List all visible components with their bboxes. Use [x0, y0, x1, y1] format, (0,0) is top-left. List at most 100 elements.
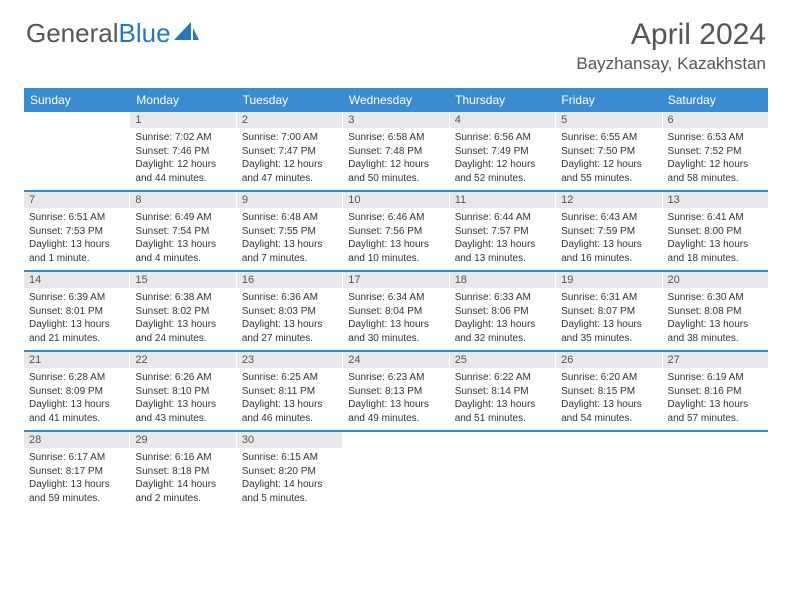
- sail-icon: [174, 18, 200, 49]
- cell-body: Sunrise: 7:02 AMSunset: 7:46 PMDaylight:…: [130, 128, 235, 190]
- brand-part2: Blue: [119, 18, 171, 49]
- daylight-text: Daylight: 13 hours and 41 minutes.: [29, 398, 124, 425]
- cell-body: Sunrise: 6:15 AMSunset: 8:20 PMDaylight:…: [237, 448, 342, 510]
- sunrise-text: Sunrise: 6:19 AM: [668, 371, 763, 385]
- daylight-text: Daylight: 13 hours and 1 minute.: [29, 238, 124, 265]
- calendar-cell: 27Sunrise: 6:19 AMSunset: 8:16 PMDayligh…: [662, 352, 768, 430]
- sunrise-text: Sunrise: 6:28 AM: [29, 371, 124, 385]
- day-number: 26: [556, 352, 661, 368]
- daylight-text: Daylight: 13 hours and 27 minutes.: [242, 318, 337, 345]
- page-header: GeneralBlue April 2024 Bayzhansay, Kazak…: [0, 0, 792, 82]
- daylight-text: Daylight: 13 hours and 32 minutes.: [455, 318, 550, 345]
- day-number: 19: [556, 272, 661, 288]
- calendar-cell: 1Sunrise: 7:02 AMSunset: 7:46 PMDaylight…: [129, 112, 235, 190]
- cell-body: Sunrise: 6:41 AMSunset: 8:00 PMDaylight:…: [663, 208, 768, 270]
- daylight-text: Daylight: 12 hours and 55 minutes.: [561, 158, 656, 185]
- day-number: 10: [343, 192, 448, 208]
- sunrise-text: Sunrise: 6:46 AM: [348, 211, 443, 225]
- sunset-text: Sunset: 8:00 PM: [668, 225, 763, 239]
- sunset-text: Sunset: 8:07 PM: [561, 305, 656, 319]
- daylight-text: Daylight: 12 hours and 52 minutes.: [455, 158, 550, 185]
- sunrise-text: Sunrise: 6:48 AM: [242, 211, 337, 225]
- sunrise-text: Sunrise: 6:53 AM: [668, 131, 763, 145]
- sunset-text: Sunset: 7:57 PM: [455, 225, 550, 239]
- day-number: 13: [663, 192, 768, 208]
- daylight-text: Daylight: 13 hours and 51 minutes.: [455, 398, 550, 425]
- day-header: Sunday: [24, 88, 130, 112]
- sunset-text: Sunset: 8:01 PM: [29, 305, 124, 319]
- cell-body: Sunrise: 6:44 AMSunset: 7:57 PMDaylight:…: [450, 208, 555, 270]
- calendar-cell: 19Sunrise: 6:31 AMSunset: 8:07 PMDayligh…: [555, 272, 661, 350]
- day-number: 22: [130, 352, 235, 368]
- week-row: 7Sunrise: 6:51 AMSunset: 7:53 PMDaylight…: [24, 192, 768, 272]
- cell-body: Sunrise: 6:16 AMSunset: 8:18 PMDaylight:…: [130, 448, 235, 510]
- calendar-cell: 4Sunrise: 6:56 AMSunset: 7:49 PMDaylight…: [449, 112, 555, 190]
- day-number: 12: [556, 192, 661, 208]
- cell-body: Sunrise: 6:31 AMSunset: 8:07 PMDaylight:…: [556, 288, 661, 350]
- calendar-cell: [342, 432, 448, 510]
- day-number: 29: [130, 432, 235, 448]
- day-number: 14: [24, 272, 129, 288]
- calendar-cell: 3Sunrise: 6:58 AMSunset: 7:48 PMDaylight…: [342, 112, 448, 190]
- daylight-text: Daylight: 13 hours and 49 minutes.: [348, 398, 443, 425]
- sunrise-text: Sunrise: 6:20 AM: [561, 371, 656, 385]
- week-row: 21Sunrise: 6:28 AMSunset: 8:09 PMDayligh…: [24, 352, 768, 432]
- sunrise-text: Sunrise: 6:41 AM: [668, 211, 763, 225]
- sunset-text: Sunset: 7:54 PM: [135, 225, 230, 239]
- calendar-cell: [24, 112, 129, 190]
- daylight-text: Daylight: 12 hours and 58 minutes.: [668, 158, 763, 185]
- calendar-cell: 25Sunrise: 6:22 AMSunset: 8:14 PMDayligh…: [449, 352, 555, 430]
- day-number: 6: [663, 112, 768, 128]
- daylight-text: Daylight: 13 hours and 35 minutes.: [561, 318, 656, 345]
- day-number: 8: [130, 192, 235, 208]
- calendar-cell: 11Sunrise: 6:44 AMSunset: 7:57 PMDayligh…: [449, 192, 555, 270]
- sunrise-text: Sunrise: 6:39 AM: [29, 291, 124, 305]
- week-row: 1Sunrise: 7:02 AMSunset: 7:46 PMDaylight…: [24, 112, 768, 192]
- daylight-text: Daylight: 13 hours and 18 minutes.: [668, 238, 763, 265]
- calendar-cell: 28Sunrise: 6:17 AMSunset: 8:17 PMDayligh…: [24, 432, 129, 510]
- sunset-text: Sunset: 8:16 PM: [668, 385, 763, 399]
- cell-body: Sunrise: 6:30 AMSunset: 8:08 PMDaylight:…: [663, 288, 768, 350]
- sunset-text: Sunset: 7:46 PM: [135, 145, 230, 159]
- sunrise-text: Sunrise: 6:56 AM: [455, 131, 550, 145]
- sunrise-text: Sunrise: 7:02 AM: [135, 131, 230, 145]
- sunset-text: Sunset: 8:08 PM: [668, 305, 763, 319]
- cell-body: Sunrise: 6:20 AMSunset: 8:15 PMDaylight:…: [556, 368, 661, 430]
- day-number: 11: [450, 192, 555, 208]
- sunset-text: Sunset: 8:15 PM: [561, 385, 656, 399]
- day-number: 21: [24, 352, 129, 368]
- daylight-text: Daylight: 13 hours and 30 minutes.: [348, 318, 443, 345]
- calendar-cell: 18Sunrise: 6:33 AMSunset: 8:06 PMDayligh…: [449, 272, 555, 350]
- daylight-text: Daylight: 13 hours and 21 minutes.: [29, 318, 124, 345]
- daylight-text: Daylight: 13 hours and 10 minutes.: [348, 238, 443, 265]
- sunrise-text: Sunrise: 6:58 AM: [348, 131, 443, 145]
- day-number: 27: [663, 352, 768, 368]
- sunrise-text: Sunrise: 6:23 AM: [348, 371, 443, 385]
- calendar-cell: 9Sunrise: 6:48 AMSunset: 7:55 PMDaylight…: [236, 192, 342, 270]
- sunset-text: Sunset: 8:18 PM: [135, 465, 230, 479]
- daylight-text: Daylight: 13 hours and 13 minutes.: [455, 238, 550, 265]
- cell-body: Sunrise: 6:51 AMSunset: 7:53 PMDaylight:…: [24, 208, 129, 270]
- daylight-text: Daylight: 14 hours and 5 minutes.: [242, 478, 337, 505]
- calendar-cell: [555, 432, 661, 510]
- cell-body: Sunrise: 6:56 AMSunset: 7:49 PMDaylight:…: [450, 128, 555, 190]
- day-header: Friday: [555, 88, 661, 112]
- day-header: Saturday: [662, 88, 768, 112]
- daylight-text: Daylight: 13 hours and 43 minutes.: [135, 398, 230, 425]
- day-number: 18: [450, 272, 555, 288]
- calendar-cell: 7Sunrise: 6:51 AMSunset: 7:53 PMDaylight…: [24, 192, 129, 270]
- location-label: Bayzhansay, Kazakhstan: [576, 54, 766, 74]
- calendar-cell: [449, 432, 555, 510]
- day-number: 4: [450, 112, 555, 128]
- day-number: 3: [343, 112, 448, 128]
- daylight-text: Daylight: 12 hours and 47 minutes.: [242, 158, 337, 185]
- day-number: 9: [237, 192, 342, 208]
- calendar-cell: 30Sunrise: 6:15 AMSunset: 8:20 PMDayligh…: [236, 432, 342, 510]
- cell-body: Sunrise: 6:48 AMSunset: 7:55 PMDaylight:…: [237, 208, 342, 270]
- calendar-cell: 12Sunrise: 6:43 AMSunset: 7:59 PMDayligh…: [555, 192, 661, 270]
- calendar-cell: 21Sunrise: 6:28 AMSunset: 8:09 PMDayligh…: [24, 352, 129, 430]
- sunset-text: Sunset: 8:06 PM: [455, 305, 550, 319]
- sunset-text: Sunset: 8:13 PM: [348, 385, 443, 399]
- cell-body: Sunrise: 6:49 AMSunset: 7:54 PMDaylight:…: [130, 208, 235, 270]
- sunrise-text: Sunrise: 6:36 AM: [242, 291, 337, 305]
